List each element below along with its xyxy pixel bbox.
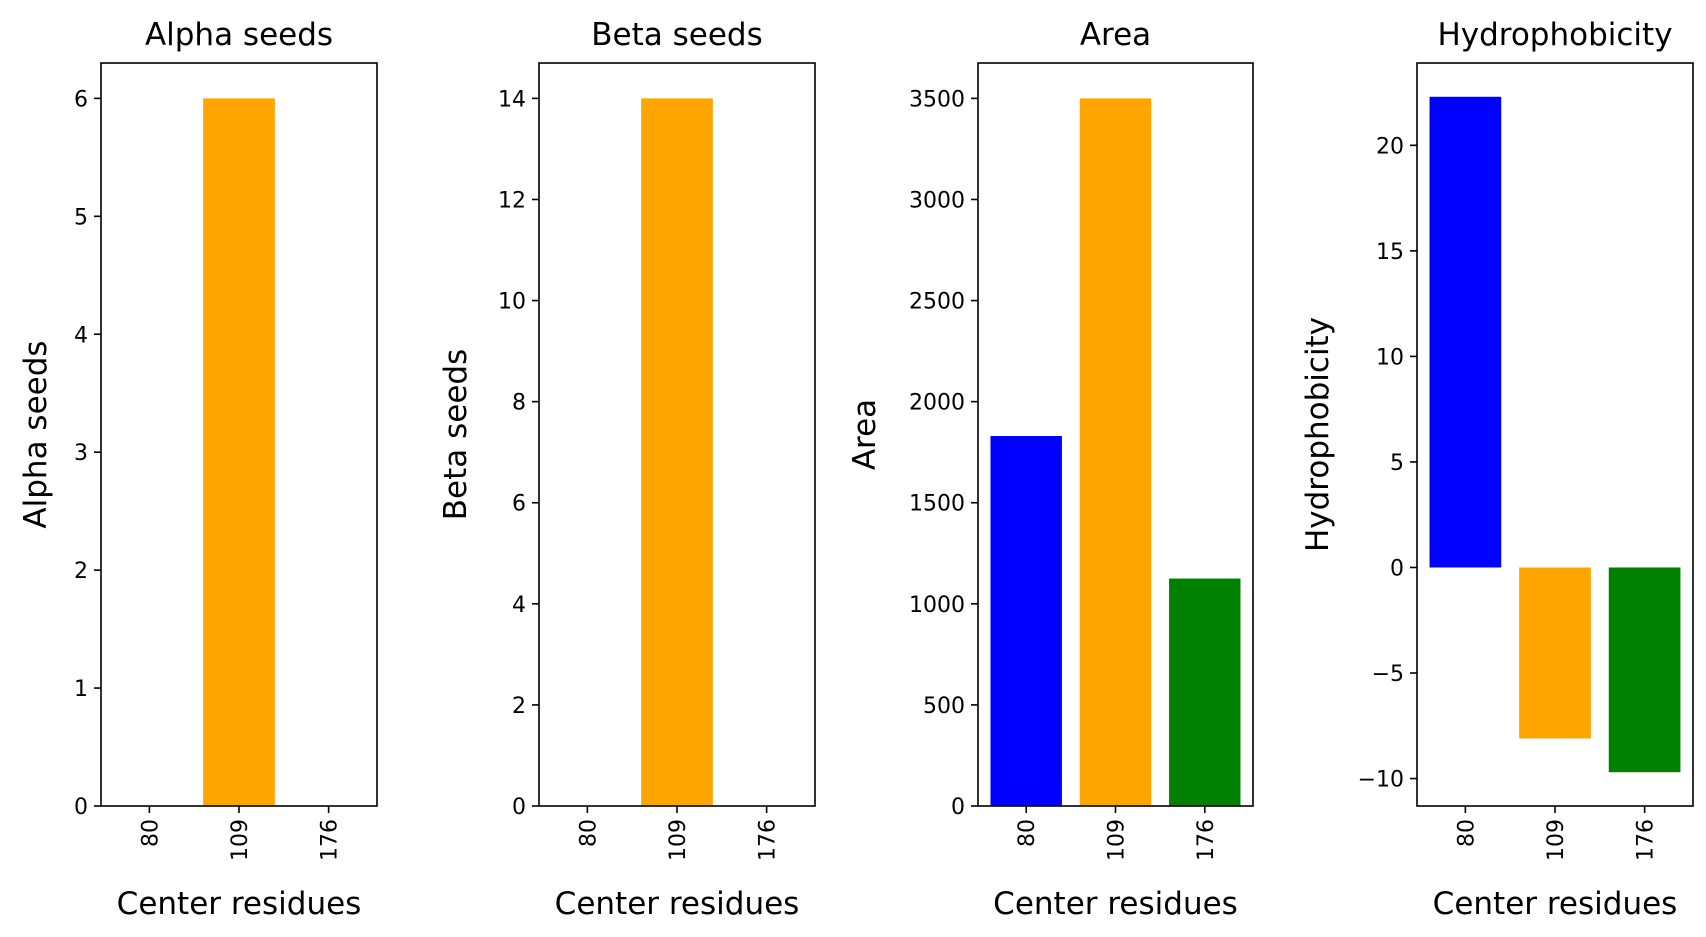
chart-title: Area — [1080, 17, 1151, 53]
y-tick-label: −10 — [1358, 768, 1404, 793]
bar-109 — [1519, 567, 1591, 739]
y-tick-label: 500 — [923, 694, 965, 719]
y-tick-label: 10 — [1376, 345, 1404, 370]
y-tick-label: 5 — [1390, 451, 1404, 476]
y-tick-label: 1 — [74, 677, 88, 702]
x-tick-label: 176 — [318, 819, 343, 861]
y-tick-label: 6 — [74, 87, 88, 112]
y-tick-label: 12 — [498, 188, 526, 213]
x-tick-label: 109 — [666, 819, 691, 861]
x-tick-label: 109 — [1105, 819, 1130, 861]
bar-109 — [203, 98, 275, 806]
x-axis-label: Center residues — [555, 886, 800, 922]
y-tick-label: 20 — [1376, 134, 1404, 159]
y-tick-label: 0 — [512, 795, 526, 820]
y-tick-label: 2 — [512, 694, 526, 719]
x-tick-label: 80 — [138, 819, 163, 847]
y-tick-label: 3500 — [909, 87, 965, 112]
x-axis-label: Center residues — [1433, 886, 1678, 922]
x-tick-label: 176 — [1634, 819, 1659, 861]
x-tick-label: 176 — [756, 819, 781, 861]
y-tick-label: 0 — [951, 795, 965, 820]
bar-109 — [641, 98, 713, 806]
bar-176 — [1169, 578, 1241, 806]
x-tick-label: 109 — [1544, 819, 1569, 861]
y-tick-label: 2500 — [909, 290, 965, 315]
bar-80 — [990, 436, 1062, 806]
y-tick-label: 0 — [1390, 556, 1404, 581]
chart-title: Beta seeds — [591, 17, 762, 53]
y-axis-label: Area — [847, 399, 883, 470]
y-axis-label: Hydrophobicity — [1300, 317, 1336, 552]
y-tick-label: −5 — [1372, 662, 1404, 687]
y-tick-label: 10 — [498, 290, 526, 315]
y-tick-label: 1000 — [909, 593, 965, 618]
y-tick-label: 15 — [1376, 240, 1404, 265]
y-tick-label: 4 — [74, 323, 88, 348]
x-axis-label: Center residues — [993, 886, 1238, 922]
x-tick-label: 80 — [576, 819, 601, 847]
y-tick-label: 8 — [512, 391, 526, 416]
y-tick-label: 5 — [74, 205, 88, 230]
x-tick-label: 176 — [1194, 819, 1219, 861]
y-tick-label: 3000 — [909, 188, 965, 213]
y-tick-label: 2 — [74, 559, 88, 584]
bar-176 — [1608, 567, 1681, 773]
y-axis-label: Beta seeds — [438, 349, 474, 520]
x-tick-label: 80 — [1454, 819, 1479, 847]
y-axis-label: Alpha seeds — [18, 340, 54, 528]
bar-109 — [1079, 98, 1152, 806]
y-tick-label: 6 — [512, 492, 526, 517]
y-tick-label: 0 — [74, 795, 88, 820]
y-tick-label: 1500 — [909, 492, 965, 517]
y-tick-label: 2000 — [909, 391, 965, 416]
chart-title: Hydrophobicity — [1437, 17, 1672, 53]
bar-80 — [1429, 96, 1502, 568]
x-tick-label: 109 — [228, 819, 253, 861]
y-tick-label: 3 — [74, 441, 88, 466]
x-tick-label: 80 — [1015, 819, 1040, 847]
y-tick-label: 14 — [498, 87, 526, 112]
chart-title: Alpha seeds — [145, 17, 333, 53]
x-axis-label: Center residues — [117, 886, 362, 922]
y-tick-label: 4 — [512, 593, 526, 618]
